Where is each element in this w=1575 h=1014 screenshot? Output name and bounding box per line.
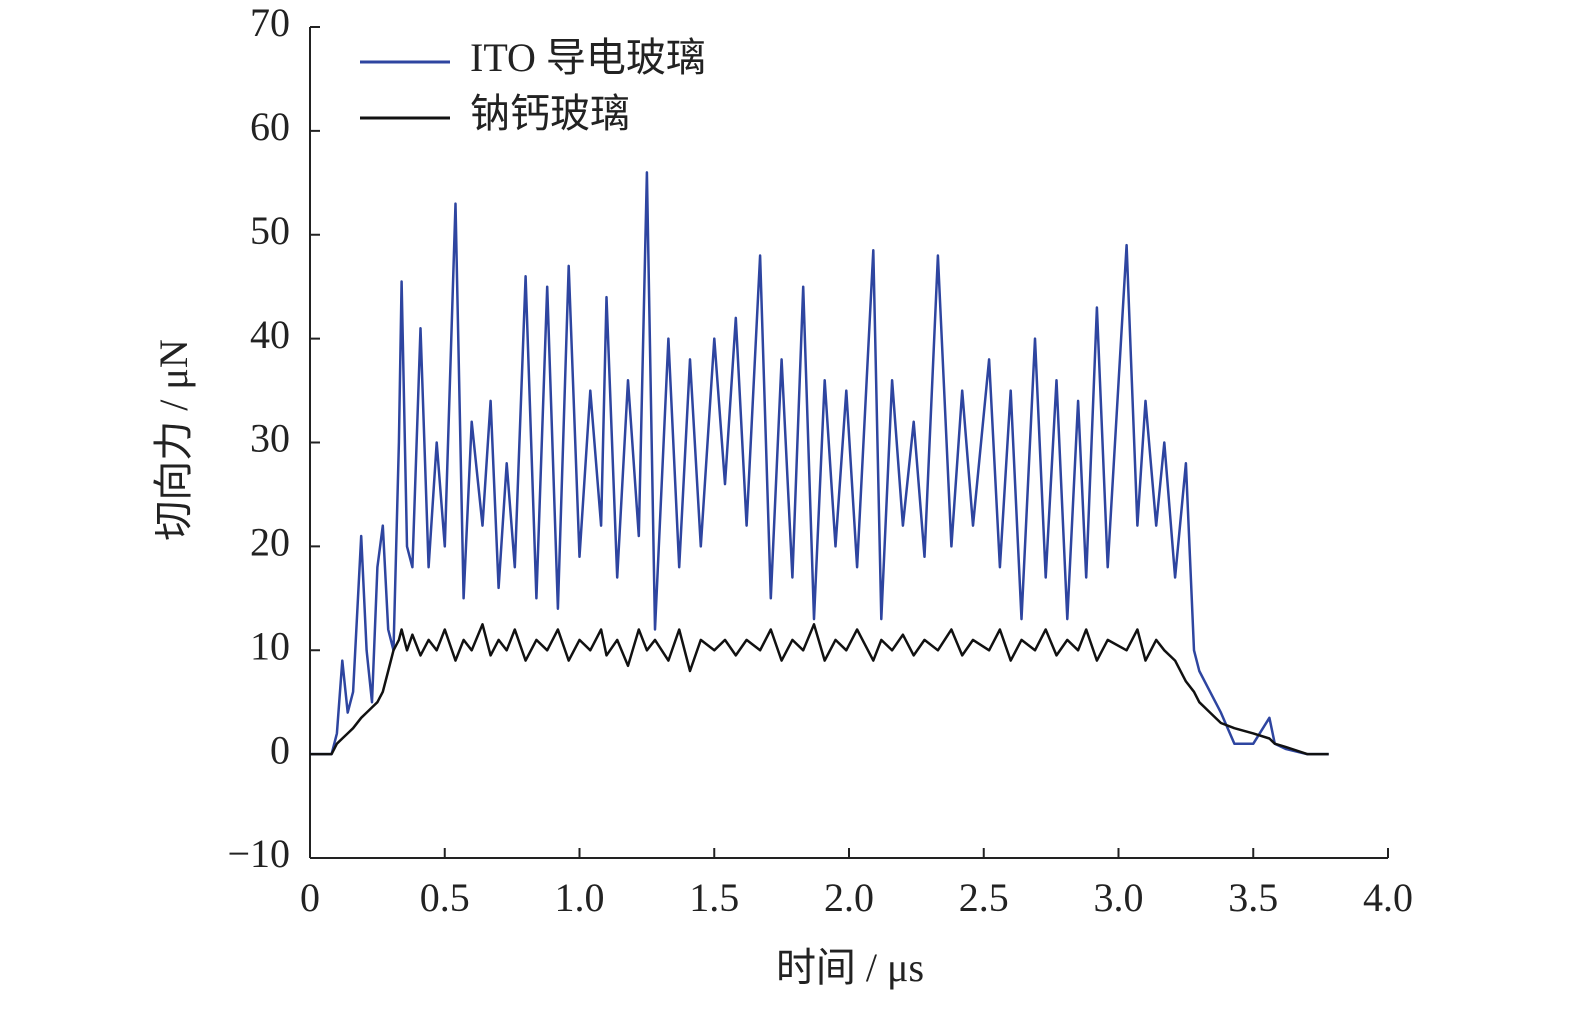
y-tick-label: 10 bbox=[250, 623, 290, 668]
y-tick-label: 70 bbox=[250, 0, 290, 45]
x-tick-label: 0 bbox=[300, 875, 320, 920]
y-tick-label: 30 bbox=[250, 416, 290, 461]
y-tick-label: 50 bbox=[250, 208, 290, 253]
legend-label: ITO 导电玻璃 bbox=[470, 35, 706, 80]
x-tick-label: 4.0 bbox=[1363, 875, 1413, 920]
x-axis-label: 时间 / μs bbox=[776, 945, 924, 990]
x-tick-label: 3.5 bbox=[1228, 875, 1278, 920]
x-tick-label: 1.5 bbox=[689, 875, 739, 920]
series-line bbox=[310, 171, 1329, 756]
x-tick-label: 3.0 bbox=[1094, 875, 1144, 920]
y-tick-label: 40 bbox=[250, 312, 290, 357]
y-axis-label: 切向力 / μN bbox=[151, 339, 196, 540]
legend-label: 钠钙玻璃 bbox=[470, 91, 630, 136]
series-line bbox=[310, 623, 1329, 756]
y-tick-label: 60 bbox=[250, 104, 290, 149]
x-tick-label: 2.5 bbox=[959, 875, 1009, 920]
x-tick-label: 0.5 bbox=[420, 875, 470, 920]
y-tick-label: −10 bbox=[227, 831, 290, 876]
x-tick-label: 1.0 bbox=[555, 875, 605, 920]
y-tick-label: 20 bbox=[250, 520, 290, 565]
y-tick-label: 0 bbox=[270, 727, 290, 772]
x-tick-label: 2.0 bbox=[824, 875, 874, 920]
